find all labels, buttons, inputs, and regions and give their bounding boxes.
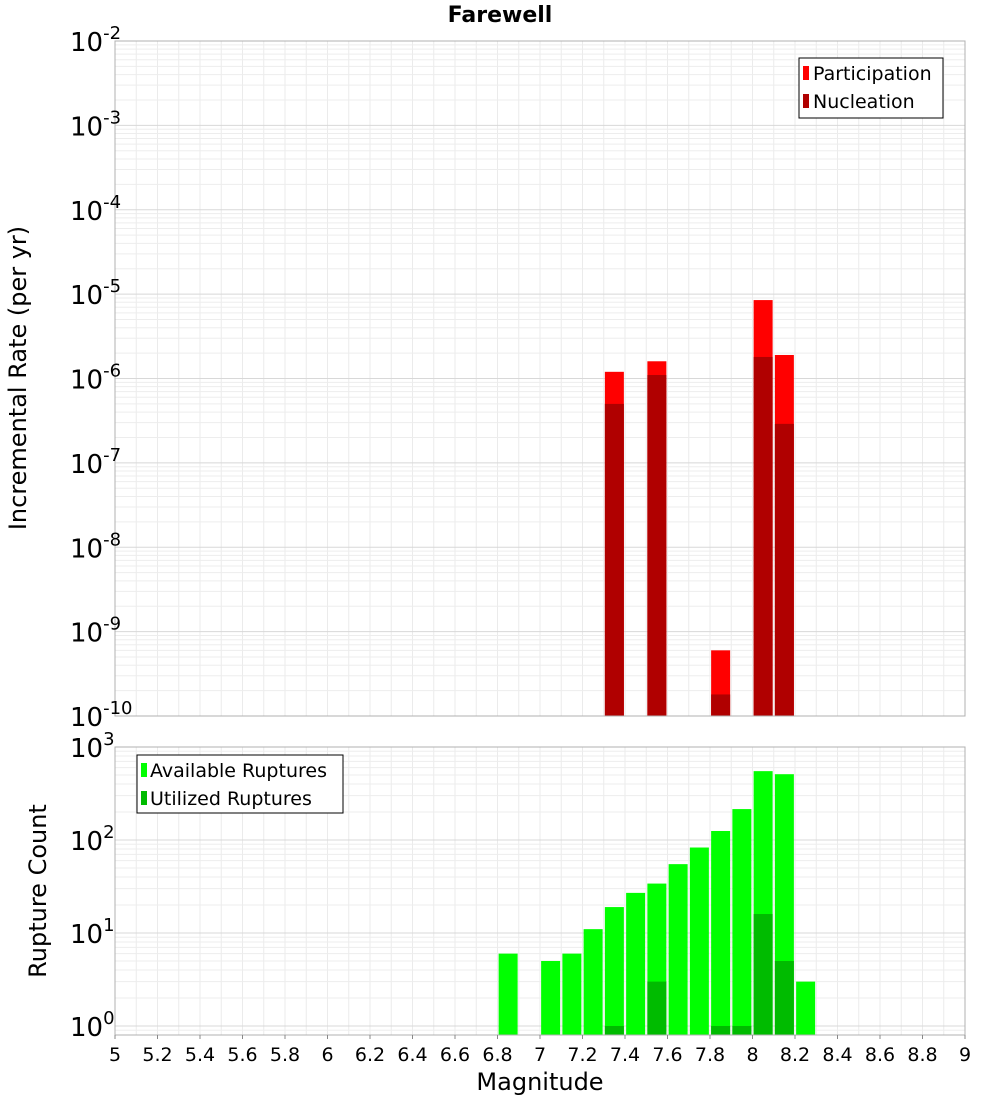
bottom-bar-utilized-ruptures bbox=[604, 1025, 624, 1035]
legend-swatch-participation bbox=[803, 66, 809, 80]
bottom-bar-available-ruptures bbox=[689, 847, 709, 1035]
legend-label-utilized: Utilized Ruptures bbox=[150, 788, 312, 810]
x-tick-label: 7 bbox=[534, 1044, 546, 1066]
bottom-y-tick-label: 100 bbox=[70, 1008, 115, 1043]
x-tick-label: 7.8 bbox=[695, 1044, 725, 1066]
x-tick-label: 5.6 bbox=[227, 1044, 257, 1066]
bottom-bar-available-ruptures bbox=[498, 953, 518, 1035]
top-bar-nucleation bbox=[711, 694, 731, 716]
top-y-tick-label: 10-9 bbox=[70, 614, 121, 649]
x-tick-label: 5.2 bbox=[142, 1044, 172, 1066]
x-tick-label: 9 bbox=[959, 1044, 971, 1066]
x-tick-label: 6.6 bbox=[440, 1044, 470, 1066]
bottom-bar-available-ruptures bbox=[796, 981, 816, 1035]
bottom-y-tick-label: 101 bbox=[70, 915, 115, 950]
legend-label-available: Available Ruptures bbox=[150, 760, 327, 782]
x-tick-label: 5 bbox=[109, 1044, 121, 1066]
bottom-legend: Available Ruptures Utilized Ruptures bbox=[136, 754, 344, 814]
top-y-tick-label: 10-7 bbox=[70, 445, 121, 480]
top-bar-nucleation bbox=[774, 423, 794, 716]
top-bar-nucleation bbox=[604, 403, 624, 716]
x-tick-label: 8.8 bbox=[907, 1044, 937, 1066]
top-bar-nucleation bbox=[647, 375, 667, 716]
bottom-bar-utilized-ruptures bbox=[732, 1025, 752, 1035]
chart-title: Farewell bbox=[448, 3, 553, 28]
bottom-y-tick-label: 102 bbox=[70, 822, 115, 857]
bottom-bar-available-ruptures bbox=[626, 892, 646, 1035]
x-tick-label: 6.4 bbox=[397, 1044, 427, 1066]
top-y-tick-label: 10-2 bbox=[70, 23, 121, 58]
x-axis-ticks: 5 5.2 5.4 5.6 5.8 6 6.2 6.4 6.6 6.8 7 7.2 7.4 7.6 7.8 8… bbox=[109, 1035, 971, 1066]
top-y-tick-label: 10-6 bbox=[70, 361, 121, 396]
top-bar-nucleation bbox=[753, 356, 773, 716]
x-axis-label: Magnitude bbox=[476, 1068, 603, 1096]
x-tick-label: 5.8 bbox=[270, 1044, 300, 1066]
bottom-y-axis-label: Rupture Count bbox=[24, 804, 52, 978]
bottom-legend-box bbox=[136, 754, 344, 814]
legend-swatch-available bbox=[141, 763, 147, 777]
top-y-tick-label: 10-3 bbox=[70, 107, 121, 142]
bottom-bar-utilized-ruptures bbox=[774, 960, 794, 1035]
x-tick-label: 5.4 bbox=[185, 1044, 215, 1066]
legend-swatch-utilized bbox=[141, 791, 147, 805]
top-legend: Participation Nucleation bbox=[798, 57, 944, 119]
bottom-bar-available-ruptures bbox=[732, 809, 752, 1035]
top-y-axis-label: Incremental Rate (per yr) bbox=[4, 226, 32, 530]
top-y-ticks: 10-2 10-3 10-4 10-5 10-6 10-7 10-8 10-9 10-10 bbox=[70, 23, 133, 733]
legend-label-participation: Participation bbox=[813, 63, 932, 85]
x-tick-label: 8 bbox=[746, 1044, 758, 1066]
x-tick-label: 8.4 bbox=[822, 1044, 852, 1066]
top-bars bbox=[604, 300, 794, 716]
x-tick-label: 7.2 bbox=[567, 1044, 597, 1066]
x-tick-label: 6.2 bbox=[355, 1044, 385, 1066]
bottom-bar-available-ruptures bbox=[711, 830, 731, 1035]
bottom-bar-available-ruptures bbox=[583, 929, 603, 1035]
bottom-y-ticks: 103 102 101 100 bbox=[70, 729, 115, 1043]
legend-swatch-nucleation bbox=[803, 94, 809, 108]
bottom-bar-utilized-ruptures bbox=[711, 1025, 731, 1035]
top-y-tick-label: 10-8 bbox=[70, 529, 121, 564]
top-y-tick-label: 10-4 bbox=[70, 192, 121, 227]
x-tick-label: 6.8 bbox=[482, 1044, 512, 1066]
top-legend-box bbox=[798, 57, 944, 119]
top-plot-border bbox=[114, 40, 966, 717]
bottom-panel: 103 102 101 100 5 5.2 5.4 5.6 5.8 6 6.2 6.4 6.6 6.8 7… bbox=[24, 729, 971, 1096]
x-tick-label: 8.6 bbox=[865, 1044, 895, 1066]
top-y-tick-label: 10-5 bbox=[70, 276, 121, 311]
bottom-y-tick-label: 103 bbox=[70, 729, 115, 764]
bottom-bars bbox=[498, 771, 816, 1035]
x-tick-label: 8.2 bbox=[780, 1044, 810, 1066]
bottom-bar-available-ruptures bbox=[562, 953, 582, 1035]
bottom-bar-utilized-ruptures bbox=[647, 981, 667, 1035]
top-gridlines bbox=[114, 40, 966, 717]
top-panel: 10-2 10-3 10-4 10-5 10-6 10-7 10-8 10-9 10-10 In… bbox=[4, 23, 966, 733]
x-tick-label: 6 bbox=[321, 1044, 333, 1066]
x-tick-label: 7.6 bbox=[652, 1044, 682, 1066]
legend-label-nucleation: Nucleation bbox=[813, 91, 915, 113]
top-y-tick-label: 10-10 bbox=[70, 698, 133, 733]
bottom-bar-available-ruptures bbox=[668, 864, 688, 1035]
x-tick-label: 7.4 bbox=[610, 1044, 640, 1066]
bottom-bar-available-ruptures bbox=[541, 960, 561, 1035]
bottom-bar-utilized-ruptures bbox=[753, 914, 773, 1035]
bottom-bar-available-ruptures bbox=[604, 907, 624, 1035]
